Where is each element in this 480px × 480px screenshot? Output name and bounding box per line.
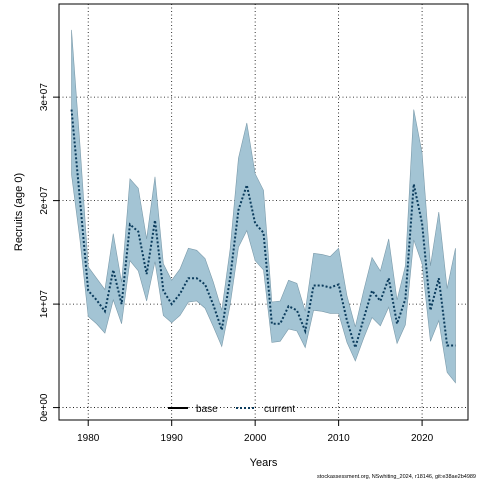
y-tick-label-0e+00: 0e+00 (39, 393, 50, 422)
legend-base-label: base (196, 404, 218, 415)
x-tick-label-2020: 2020 (411, 433, 434, 444)
y-tick-label-1e+07: 1e+07 (39, 290, 50, 319)
series-current-line (70, 109, 456, 352)
x-tick-label-1990: 1990 (161, 433, 184, 444)
y-tick-label-3e+07: 3e+07 (39, 83, 50, 112)
x-axis-title: Years (250, 457, 278, 469)
x-tick-label-2010: 2010 (327, 433, 350, 444)
y-tick-label-2e+07: 2e+07 (39, 186, 50, 215)
confidence-band-layer (71, 29, 456, 384)
legend: base current (168, 404, 295, 415)
x-tick-label-1980: 1980 (77, 433, 100, 444)
legend-current-label: current (264, 404, 295, 415)
plot-frame (58, 3, 469, 421)
y-axis-title: Recruits (age 0) (13, 173, 25, 251)
confidence-band (71, 29, 456, 384)
grid-lines (59, 4, 468, 420)
y-axis: 0e+00 1e+07 2e+07 3e+07 (39, 83, 59, 422)
series-layer (70, 109, 456, 352)
footer-credit: stockassessment.org, NSwhiting_2024, r18… (317, 474, 476, 480)
x-axis: 1980 1990 2000 2010 2020 (77, 420, 434, 444)
x-tick-label-2000: 2000 (244, 433, 267, 444)
